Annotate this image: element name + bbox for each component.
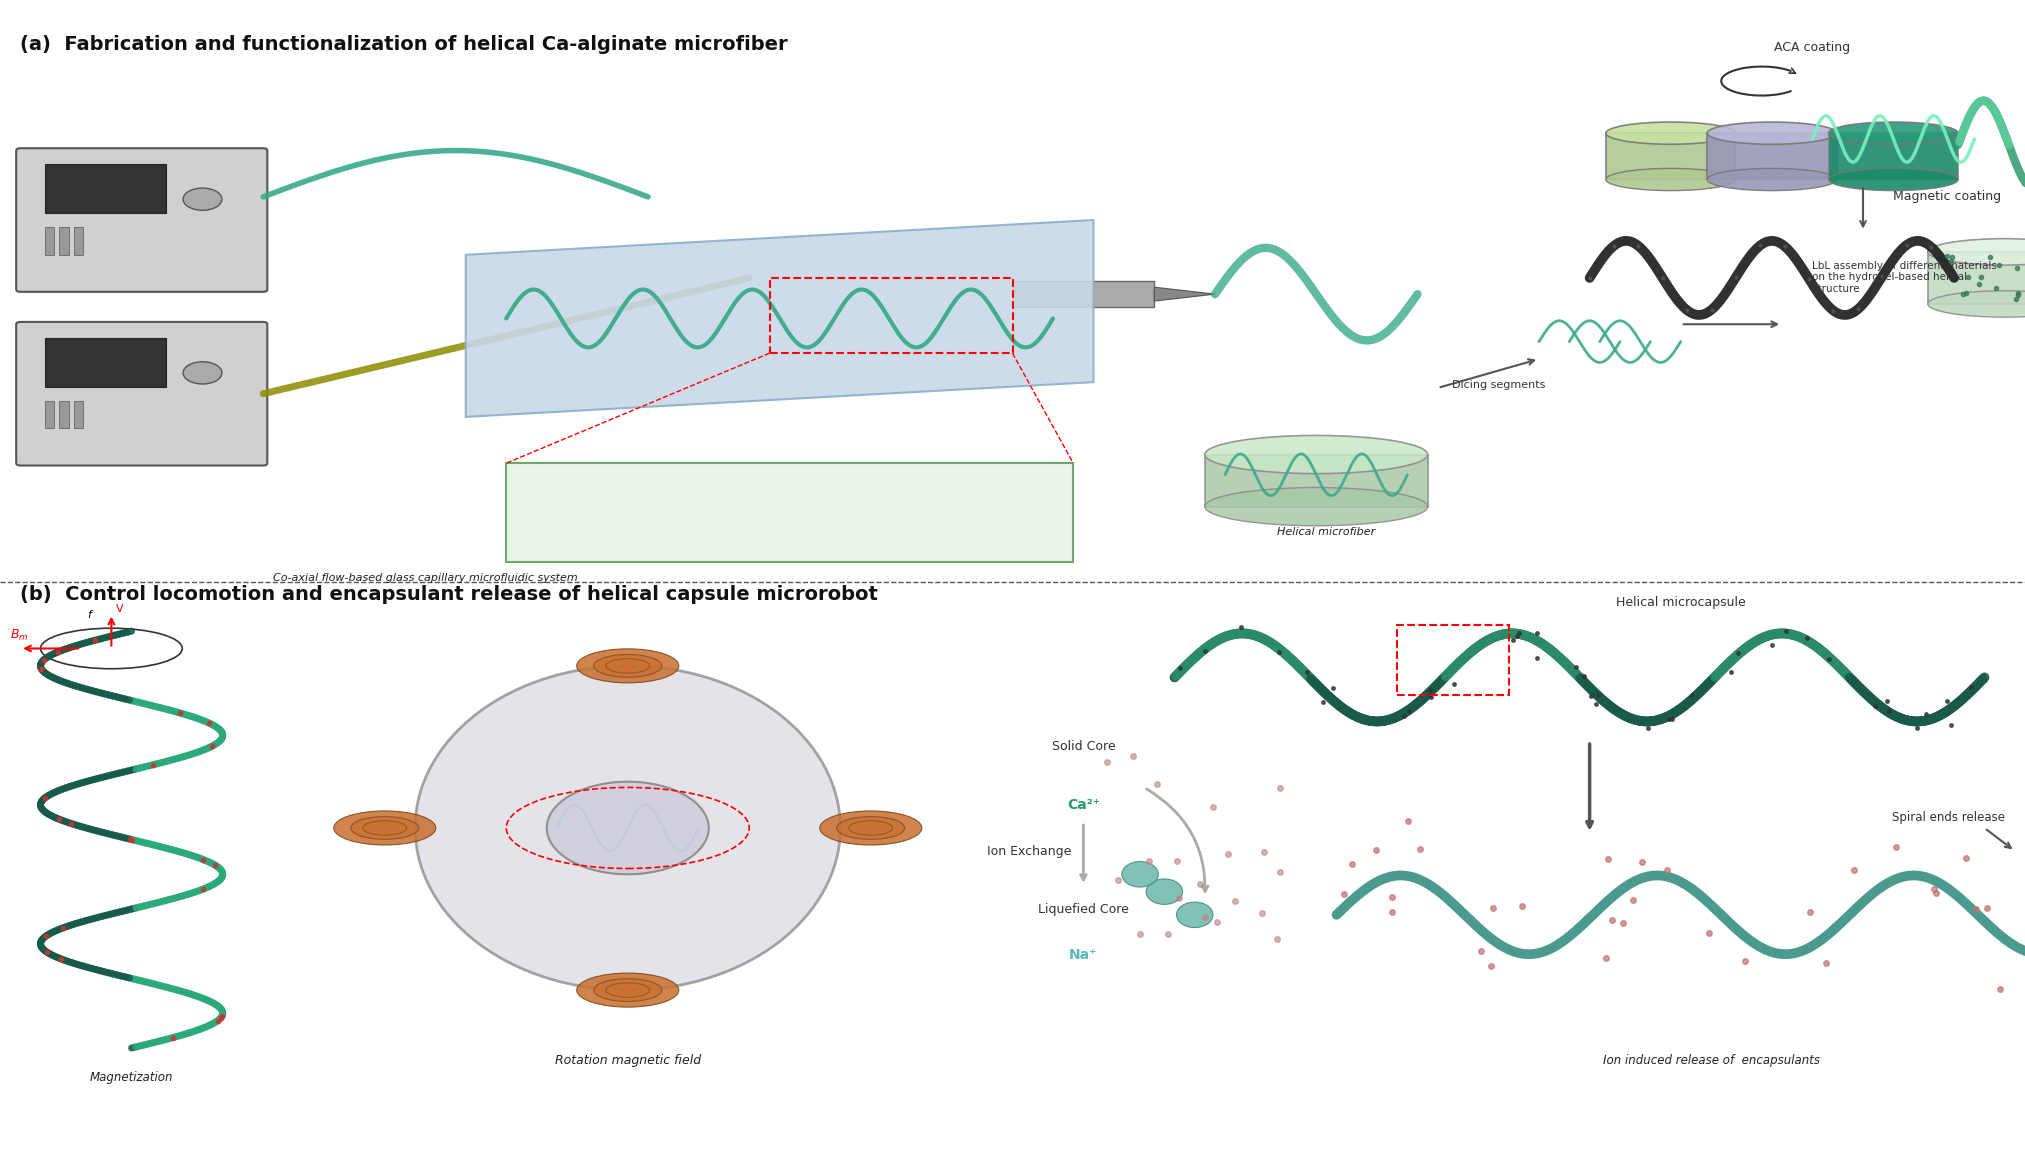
Ellipse shape (547, 782, 709, 874)
Text: f: f (87, 609, 91, 620)
Ellipse shape (1122, 862, 1158, 887)
Text: Magnetic coating: Magnetic coating (1893, 190, 2001, 204)
Ellipse shape (1707, 122, 1837, 145)
Text: ACA coating: ACA coating (1774, 41, 1851, 53)
Text: Spiral ends release: Spiral ends release (1891, 811, 2005, 823)
Text: Ion induced release of  encapsulants: Ion induced release of encapsulants (1602, 1054, 1820, 1067)
Ellipse shape (362, 821, 407, 835)
Ellipse shape (1205, 488, 1428, 526)
Ellipse shape (836, 816, 905, 840)
Ellipse shape (1928, 291, 2025, 317)
Text: Helical microcapsule: Helical microcapsule (1616, 596, 1746, 609)
Bar (45, 164, 166, 213)
Polygon shape (1154, 287, 1215, 301)
Ellipse shape (415, 666, 840, 990)
Bar (59, 401, 69, 428)
Ellipse shape (1829, 168, 1958, 191)
Text: Liquefied Core: Liquefied Core (1039, 902, 1128, 916)
Bar (73, 227, 83, 255)
Ellipse shape (1146, 879, 1183, 904)
Text: V: V (115, 603, 124, 614)
Bar (1707, 133, 1837, 179)
FancyBboxPatch shape (16, 322, 267, 466)
Bar (1205, 455, 1428, 507)
Bar (770, 278, 1012, 353)
Ellipse shape (1707, 168, 1837, 191)
Text: Ion Exchange: Ion Exchange (986, 844, 1071, 858)
Text: Ca²⁺: Ca²⁺ (1067, 798, 1100, 812)
Text: Rotation magnetic field: Rotation magnetic field (555, 1054, 701, 1067)
Ellipse shape (1177, 902, 1213, 928)
Bar (1606, 133, 1735, 179)
Ellipse shape (1606, 122, 1735, 145)
Ellipse shape (1928, 239, 2025, 265)
Circle shape (182, 361, 223, 384)
Ellipse shape (593, 654, 662, 677)
Text: Na⁺: Na⁺ (1069, 948, 1098, 962)
Ellipse shape (848, 821, 893, 835)
Text: (b)  Control locomotion and encapsulant release of helical capsule microrobot: (b) Control locomotion and encapsulant r… (20, 585, 879, 603)
Bar (506, 463, 1073, 562)
Ellipse shape (820, 811, 921, 845)
Bar (73, 401, 83, 428)
Bar (45, 338, 166, 387)
Bar (59, 227, 69, 255)
Bar (45, 227, 55, 255)
Text: Solid Core: Solid Core (1051, 740, 1116, 754)
Text: Magnetization: Magnetization (89, 1071, 174, 1084)
Ellipse shape (605, 983, 650, 997)
Bar (1829, 133, 1958, 179)
Ellipse shape (350, 816, 419, 840)
Text: Dicing segments: Dicing segments (1452, 380, 1545, 390)
Ellipse shape (1205, 435, 1428, 474)
Bar (1928, 251, 2025, 303)
FancyBboxPatch shape (16, 148, 267, 292)
Text: Co-axial flow-based glass capillary microfluidic system: Co-axial flow-based glass capillary micr… (273, 573, 577, 584)
Bar (45, 401, 55, 428)
Text: $B_m$: $B_m$ (10, 628, 28, 643)
Text: Helical microfiber: Helical microfiber (1278, 527, 1375, 537)
Ellipse shape (577, 973, 678, 1007)
Polygon shape (466, 220, 1094, 417)
Bar (1012, 281, 1154, 307)
Ellipse shape (1606, 168, 1735, 191)
Ellipse shape (593, 979, 662, 1002)
Circle shape (182, 188, 223, 211)
Text: LbL assembly of different materials
on the hydrogel-based helical
structure: LbL assembly of different materials on t… (1812, 261, 1997, 294)
Ellipse shape (1829, 122, 1958, 145)
Text: (a)  Fabrication and functionalization of helical Ca-alginate microfiber: (a) Fabrication and functionalization of… (20, 35, 788, 53)
Ellipse shape (334, 811, 435, 845)
Ellipse shape (577, 648, 678, 683)
Bar (1397, 625, 1509, 695)
Ellipse shape (605, 659, 650, 673)
